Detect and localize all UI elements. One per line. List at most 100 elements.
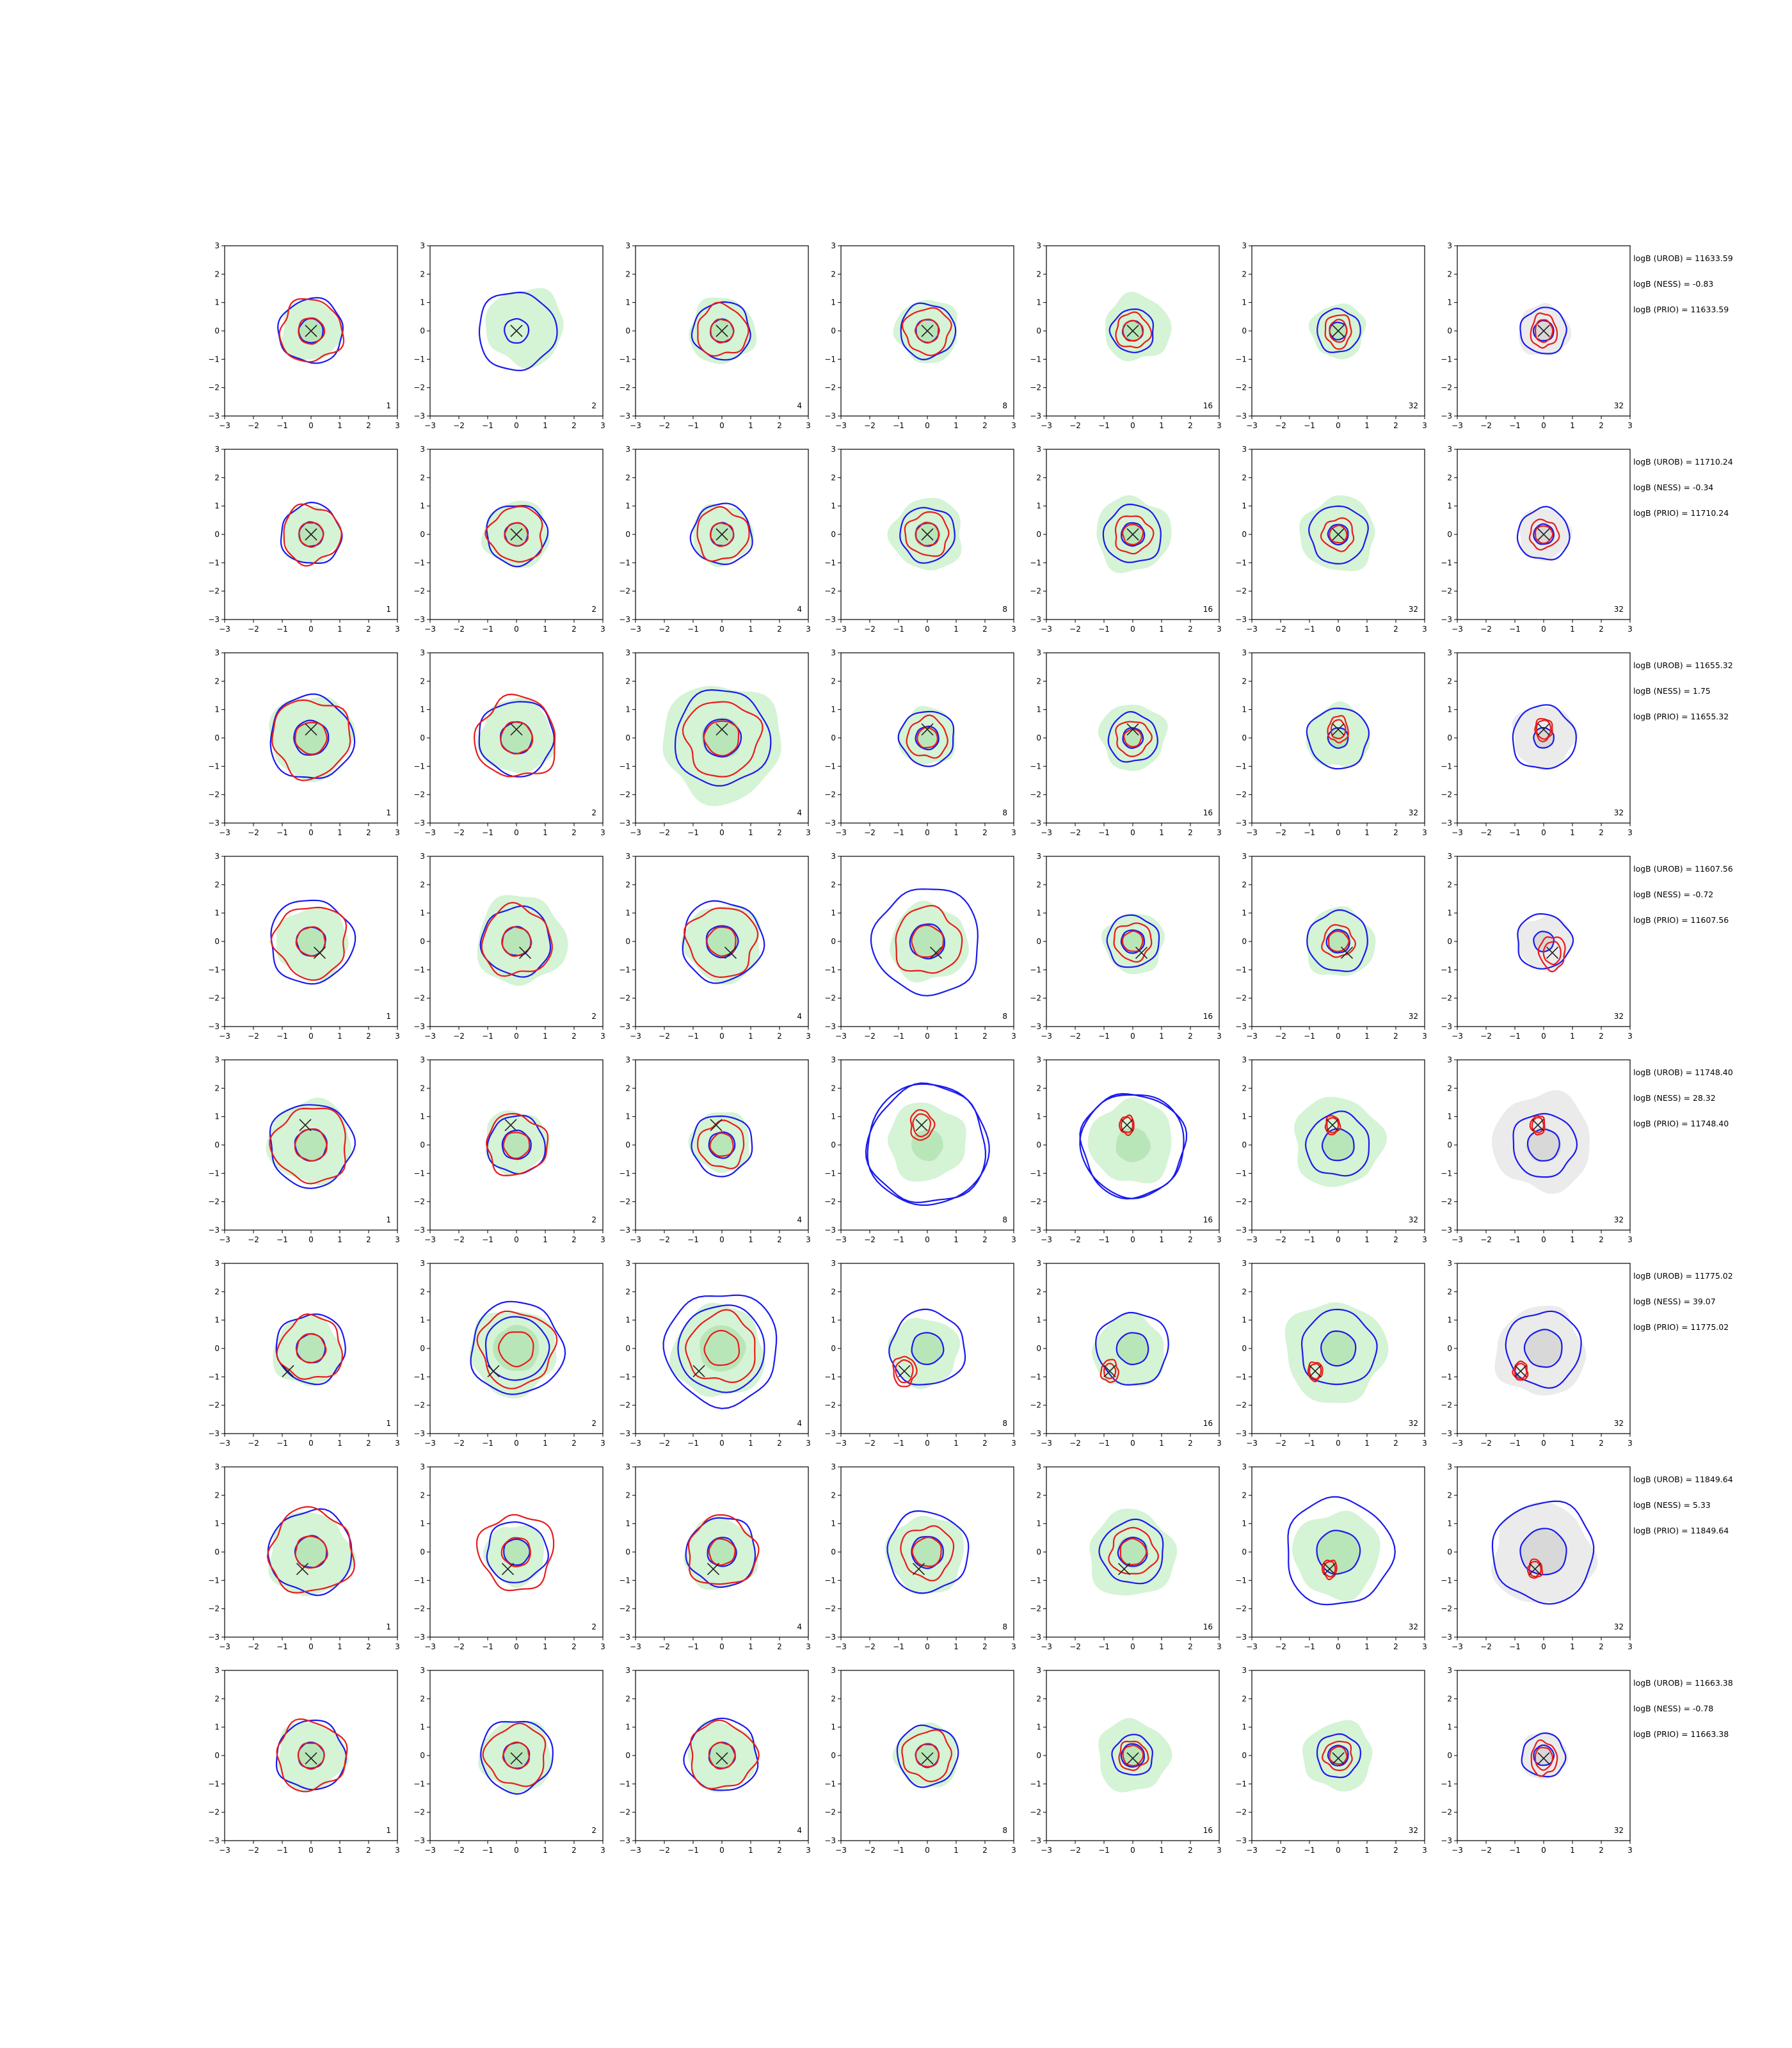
y-tick-label: −2 [1441, 1604, 1452, 1613]
y-tick-label: −2 [413, 1401, 425, 1410]
y-tick-label: 1 [214, 1316, 220, 1325]
y-tick-label: 1 [1242, 1723, 1247, 1732]
panel-r8-c6: −3−3 −2 −2 −1 −1 0 0 1 1 2 2 3 3 32 [1235, 1666, 1427, 1855]
x-tick-label: −1 [276, 625, 288, 634]
y-tick-label: 2 [420, 1084, 425, 1092]
x-tick-label: 1 [337, 1235, 342, 1244]
y-tick-label: 2 [1242, 676, 1247, 685]
y-tick-label: 3 [1036, 241, 1041, 250]
y-tick-label: 3 [420, 1259, 425, 1268]
y-tick-label: 0 [1447, 937, 1452, 946]
y-tick-label: −1 [1441, 965, 1452, 974]
row-7-stat-1: logB (UROB) = 11849.64 [1633, 1475, 1733, 1484]
panel-count-label: 8 [1002, 1012, 1007, 1021]
y-tick-label: 0 [1036, 1344, 1041, 1353]
truth-marker [898, 1364, 911, 1378]
x-tick-label: −3 [630, 1032, 641, 1041]
truth-marker [929, 947, 943, 959]
x-tick-label: 2 [982, 1439, 988, 1448]
x-tick-label: 3 [395, 1439, 400, 1448]
y-tick-label: −3 [1441, 615, 1452, 624]
x-tick-label: 0 [719, 1642, 724, 1651]
y-tick-label: 0 [831, 1344, 836, 1353]
x-tick-label: 0 [514, 1032, 519, 1041]
truth-marker [912, 1563, 925, 1576]
y-tick-label: −1 [1030, 355, 1041, 364]
y-tick-label: 2 [625, 1491, 630, 1500]
x-tick-label: 2 [982, 421, 988, 430]
x-tick-label: 1 [1364, 1439, 1370, 1448]
y-tick-label: −3 [413, 1226, 425, 1235]
x-tick-label: −3 [219, 421, 230, 430]
contour-blue-outer [1505, 1310, 1582, 1389]
contour-red-inner [1122, 319, 1144, 342]
truth-marker [282, 1364, 294, 1378]
contour-blue-outer [1512, 1112, 1578, 1178]
y-tick-label: 0 [1242, 733, 1247, 742]
x-tick-label: 0 [719, 1439, 724, 1448]
y-tick-label: 3 [831, 1666, 836, 1675]
y-tick-label: 3 [831, 445, 836, 454]
contour-red-outer [476, 1514, 555, 1592]
contour-red-outer [696, 506, 750, 562]
x-tick-label: 1 [337, 1642, 342, 1651]
x-tick-label: −3 [1452, 1642, 1463, 1651]
x-tick-label: 3 [1217, 828, 1222, 837]
contour-red-inner [1121, 524, 1144, 546]
panel-r4-c2: −3−3 −2 −2 −1 −1 0 0 1 1 2 2 3 3 2 [413, 852, 605, 1041]
y-tick-label: −3 [824, 1429, 836, 1438]
y-tick-label: 0 [1036, 326, 1041, 335]
x-tick-label: 0 [1130, 1235, 1135, 1244]
y-tick-label: 0 [214, 937, 220, 946]
y-tick-label: −3 [619, 819, 630, 828]
y-tick-label: 2 [1036, 1491, 1041, 1500]
contour-red-outer [1118, 1114, 1135, 1136]
y-tick-label: −2 [824, 383, 836, 392]
x-tick-label: 2 [1393, 1439, 1398, 1448]
x-tick-label: −3 [835, 625, 847, 634]
x-tick-label: 1 [337, 421, 342, 430]
x-tick-label: −3 [1246, 625, 1258, 634]
x-tick-label: 0 [925, 1642, 930, 1651]
x-tick-label: −3 [835, 1439, 847, 1448]
x-tick-label: −2 [1480, 1235, 1492, 1244]
x-tick-label: 1 [1570, 1642, 1575, 1651]
contour-red-inner [709, 1132, 734, 1157]
panel-count-label: 32 [1614, 605, 1624, 614]
y-tick-label: 1 [1036, 502, 1041, 511]
x-tick-label: −3 [424, 1439, 436, 1448]
y-tick-label: −2 [619, 1401, 630, 1410]
x-tick-label: 0 [1541, 625, 1546, 634]
y-tick-label: 1 [214, 502, 220, 511]
x-tick-label: −2 [1069, 1846, 1081, 1855]
y-tick-label: 1 [420, 1519, 425, 1528]
contour-red-outer [892, 1356, 918, 1388]
x-tick-label: −2 [1275, 1846, 1286, 1855]
y-tick-label: 0 [420, 530, 425, 539]
row-5-stat-1: logB (UROB) = 11748.40 [1633, 1068, 1733, 1077]
y-tick-label: −2 [1235, 1197, 1247, 1206]
x-tick-label: 2 [1393, 828, 1398, 837]
x-tick-label: 3 [1011, 1235, 1016, 1244]
contour-blue-inner [708, 1131, 736, 1159]
y-tick-label: −1 [413, 355, 425, 364]
y-tick-label: −2 [1030, 587, 1041, 596]
x-tick-label: −1 [482, 1642, 493, 1651]
contour-red-inner [911, 1536, 942, 1567]
truth-marker [915, 1119, 928, 1132]
y-tick-label: −1 [208, 762, 220, 771]
x-tick-label: 1 [543, 625, 548, 634]
y-tick-label: 1 [214, 298, 220, 307]
y-tick-label: −2 [619, 790, 630, 799]
x-tick-label: 3 [1217, 421, 1222, 430]
y-tick-label: 2 [625, 1694, 630, 1703]
x-tick-label: −3 [1041, 828, 1052, 837]
truth-marker [724, 947, 737, 959]
contour-blue-outer [897, 710, 955, 767]
truth-marker [305, 324, 317, 337]
row-3-stat-1: logB (UROB) = 11655.32 [1633, 660, 1733, 670]
y-tick-label: 0 [214, 530, 220, 539]
density-fill-inner [298, 1742, 324, 1769]
contour-red-outer [481, 902, 553, 977]
x-tick-label: −1 [1304, 1846, 1315, 1855]
